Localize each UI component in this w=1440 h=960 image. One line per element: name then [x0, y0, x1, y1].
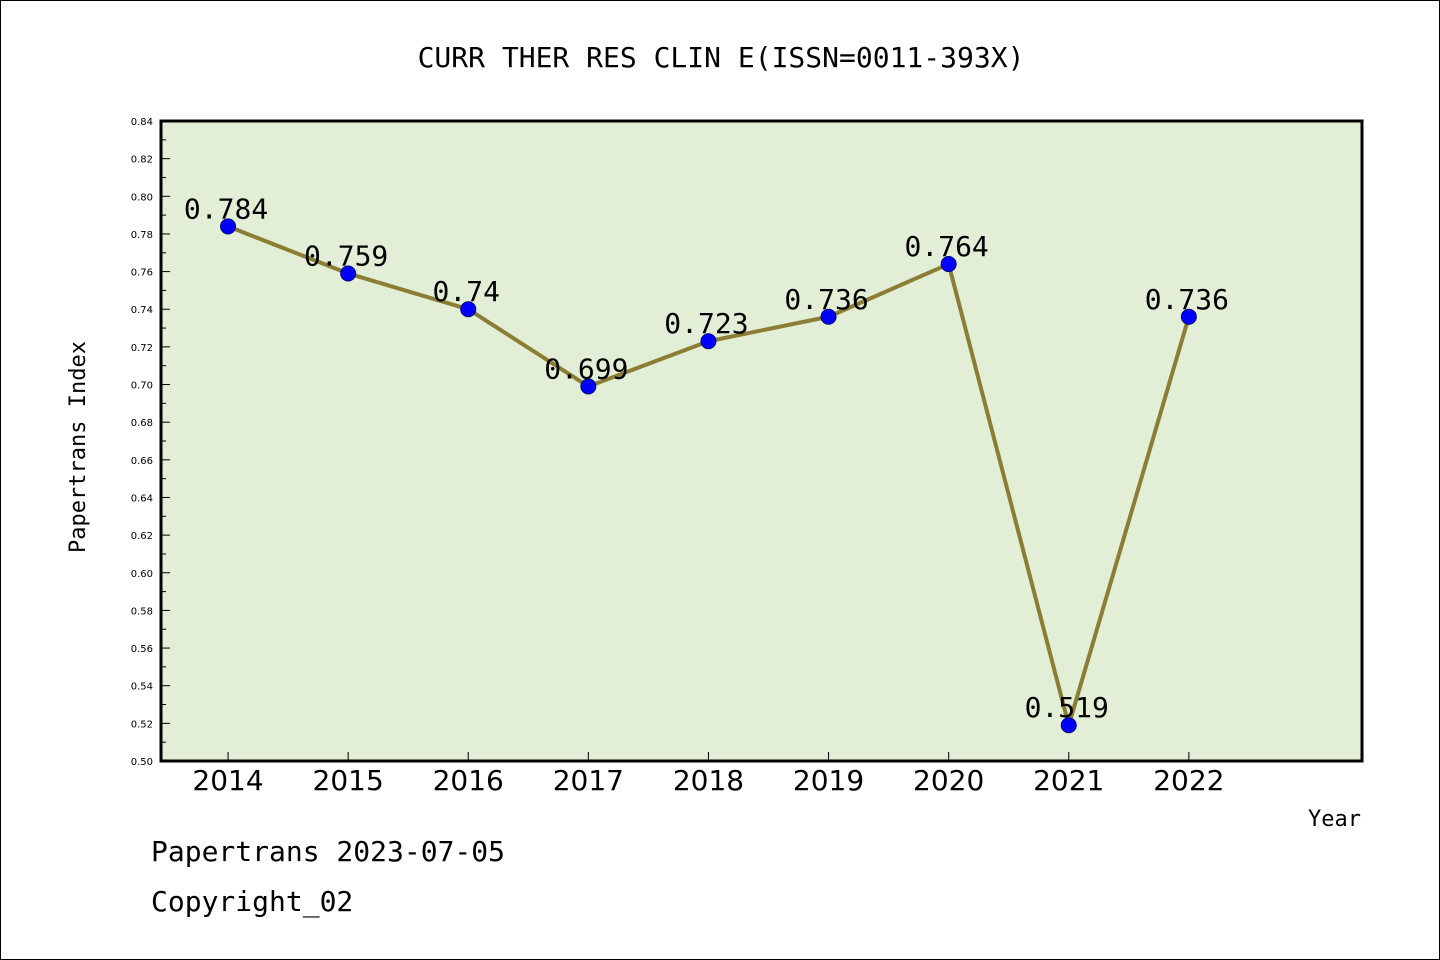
y-tick-label: 0.84	[131, 117, 153, 128]
y-tick-label: 0.68	[131, 418, 153, 429]
y-tick-label: 0.52	[131, 719, 153, 730]
y-tick-label: 0.76	[131, 268, 153, 279]
data-point	[460, 301, 477, 318]
plot-area	[161, 121, 1362, 761]
data-label: 0.519	[1025, 691, 1109, 724]
x-tick-label: 2014	[192, 764, 263, 797]
y-tick-label: 0.70	[131, 381, 153, 392]
data-point	[700, 333, 717, 350]
y-tick-label: 0.66	[131, 456, 153, 467]
y-tick-label: 0.56	[131, 644, 153, 655]
x-tick-label: 2022	[1153, 764, 1224, 797]
x-tick-label: 2016	[433, 764, 504, 797]
data-label-group: 0.784 0.759 0.74 0.699 0.723 0.736 0.764 0.519 0…	[184, 192, 1229, 724]
x-tick-label: 2021	[1033, 764, 1104, 797]
data-label: 0.74	[433, 275, 500, 308]
data-point	[1060, 717, 1077, 734]
chart-title: CURR THER RES CLIN E(ISSN=0011-393X)	[418, 41, 1025, 74]
data-label: 0.736	[784, 283, 868, 316]
y-tick-label: 0.54	[131, 682, 153, 693]
y-tick-label: 0.50	[131, 757, 153, 768]
y-tick-label: 0.74	[131, 305, 153, 316]
x-tick-label: 2017	[553, 764, 624, 797]
footer-copyright: Copyright_02	[151, 885, 354, 918]
y-axis: 0.50 0.52 0.54 0.56 0.58 0.60 0.62 0.64 0.66 0.68…	[131, 117, 170, 768]
data-point	[940, 256, 957, 273]
y-tick-label: 0.60	[131, 569, 153, 580]
y-tick-label: 0.82	[131, 155, 153, 166]
data-label: 0.784	[184, 192, 268, 225]
data-point	[820, 308, 837, 325]
y-tick-label: 0.78	[131, 230, 153, 241]
data-label: 0.759	[304, 239, 388, 272]
y-tick-label: 0.58	[131, 606, 153, 617]
y-tick-label: 0.64	[131, 493, 153, 504]
data-point	[580, 378, 597, 395]
data-label: 0.723	[664, 307, 748, 340]
y-tick-label: 0.72	[131, 343, 153, 354]
y-tick-label: 0.62	[131, 531, 153, 542]
x-tick-label: 2018	[673, 764, 744, 797]
x-tick-label: 2019	[793, 764, 864, 797]
y-tick-label: 0.80	[131, 192, 153, 203]
y-axis-label: Papertrans Index	[66, 341, 91, 553]
data-point	[340, 265, 357, 282]
x-axis: 2014 2015 2016 2017 2018 2019 2020 2021 2022	[192, 752, 1224, 797]
data-label: 0.736	[1145, 283, 1229, 316]
x-tick-label: 2020	[913, 764, 984, 797]
data-point	[1180, 308, 1197, 325]
marker-group	[220, 218, 1197, 734]
x-axis-label: Year	[1308, 807, 1361, 832]
data-label: 0.764	[905, 230, 989, 263]
data-label: 0.699	[544, 352, 628, 385]
footer-date: Papertrans 2023-07-05	[151, 835, 506, 868]
plot-frame	[159, 119, 1364, 763]
x-tick-label: 2015	[313, 764, 384, 797]
data-point	[220, 218, 237, 235]
